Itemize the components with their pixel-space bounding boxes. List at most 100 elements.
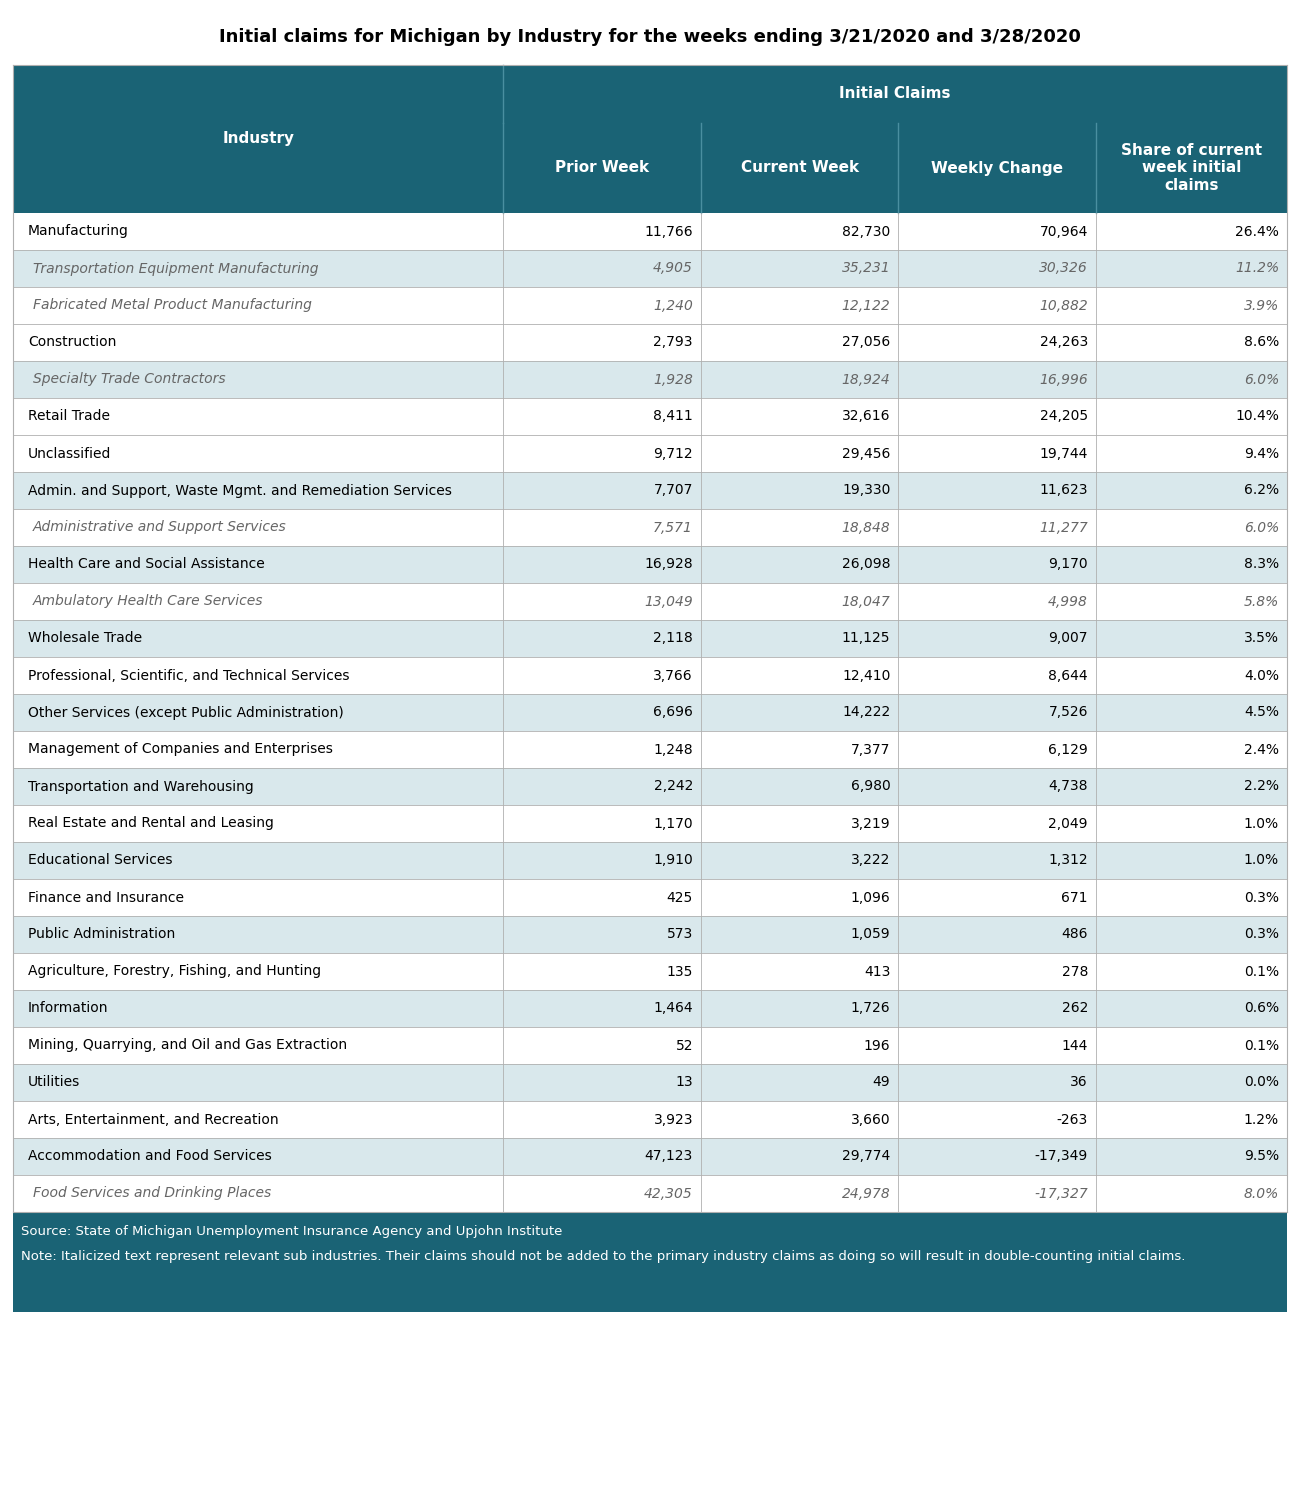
Text: 13,049: 13,049 (645, 595, 693, 609)
Bar (13, 510, 1287, 546)
Text: Other Services (except Public Administration): Other Services (except Public Administra… (29, 705, 343, 720)
Text: 0.3%: 0.3% (1244, 927, 1279, 941)
Bar (13, 806, 1287, 842)
Text: 6.2%: 6.2% (1244, 484, 1279, 497)
Text: 1,464: 1,464 (654, 1001, 693, 1016)
Text: Professional, Scientific, and Technical Services: Professional, Scientific, and Technical … (29, 669, 350, 682)
Text: Administrative and Support Services: Administrative and Support Services (32, 520, 287, 535)
Text: 3,219: 3,219 (850, 816, 891, 831)
Text: 47,123: 47,123 (645, 1150, 693, 1163)
Bar (13, 1175, 1287, 1211)
Text: Wholesale Trade: Wholesale Trade (29, 631, 142, 645)
Text: 11.2%: 11.2% (1235, 262, 1279, 275)
Text: Information: Information (29, 1001, 108, 1016)
Text: 1,170: 1,170 (654, 816, 693, 831)
Text: 11,277: 11,277 (1039, 520, 1088, 535)
Bar (13, 249, 1287, 287)
Text: 413: 413 (864, 965, 890, 978)
Text: 24,978: 24,978 (841, 1186, 891, 1201)
Text: 14,222: 14,222 (842, 705, 890, 720)
Text: Admin. and Support, Waste Mgmt. and Remediation Services: Admin. and Support, Waste Mgmt. and Reme… (29, 484, 452, 497)
Bar (13, 398, 1287, 434)
Text: Source: State of Michigan Unemployment Insurance Agency and Upjohn Institute: Source: State of Michigan Unemployment I… (21, 1225, 563, 1238)
Text: Utilities: Utilities (29, 1076, 81, 1090)
Bar (13, 990, 1287, 1027)
Text: Transportation and Warehousing: Transportation and Warehousing (29, 780, 254, 794)
Text: 196: 196 (863, 1039, 891, 1052)
Text: Ambulatory Health Care Services: Ambulatory Health Care Services (32, 595, 264, 609)
Text: 6.0%: 6.0% (1244, 373, 1279, 386)
Bar (13, 546, 1287, 583)
Text: 425: 425 (667, 890, 693, 905)
Bar (13, 953, 1287, 990)
Text: 42,305: 42,305 (645, 1186, 693, 1201)
Text: 1,910: 1,910 (653, 854, 693, 867)
Text: Industry: Industry (222, 131, 294, 146)
Text: 27,056: 27,056 (842, 335, 890, 350)
Text: 11,125: 11,125 (842, 631, 890, 645)
Text: Agriculture, Forestry, Fishing, and Hunting: Agriculture, Forestry, Fishing, and Hunt… (29, 965, 321, 978)
Text: 12,410: 12,410 (842, 669, 890, 682)
Bar (13, 434, 1287, 472)
Text: Manufacturing: Manufacturing (29, 224, 129, 239)
Text: Retail Trade: Retail Trade (29, 409, 110, 424)
Text: 3,766: 3,766 (654, 669, 693, 682)
Text: 70,964: 70,964 (1040, 224, 1088, 239)
Text: Health Care and Social Assistance: Health Care and Social Assistance (29, 558, 265, 571)
Text: -17,327: -17,327 (1035, 1186, 1088, 1201)
Text: 486: 486 (1061, 927, 1088, 941)
Text: 1,928: 1,928 (653, 373, 693, 386)
Text: 4.5%: 4.5% (1244, 705, 1279, 720)
Text: 0.6%: 0.6% (1244, 1001, 1279, 1016)
Text: 573: 573 (667, 927, 693, 941)
Text: 7,571: 7,571 (653, 520, 693, 535)
Bar (13, 1211, 1287, 1312)
Text: 135: 135 (667, 965, 693, 978)
Bar (13, 583, 1287, 621)
Text: Finance and Insurance: Finance and Insurance (29, 890, 185, 905)
Text: 24,263: 24,263 (1040, 335, 1088, 350)
Text: 8,411: 8,411 (653, 409, 693, 424)
Text: Note: Italicized text represent relevant sub industries. Their claims should not: Note: Italicized text represent relevant… (21, 1250, 1186, 1263)
Text: Educational Services: Educational Services (29, 854, 173, 867)
Text: Prior Week: Prior Week (555, 161, 649, 176)
Text: 11,766: 11,766 (645, 224, 693, 239)
Text: 10.4%: 10.4% (1235, 409, 1279, 424)
Text: 9.4%: 9.4% (1244, 446, 1279, 460)
Text: 2,793: 2,793 (654, 335, 693, 350)
Text: 4,998: 4,998 (1048, 595, 1088, 609)
Bar (13, 657, 1287, 694)
Text: Share of current
week initial
claims: Share of current week initial claims (1121, 143, 1262, 192)
Bar (13, 325, 1287, 361)
Text: 9.5%: 9.5% (1244, 1150, 1279, 1163)
Text: 13: 13 (675, 1076, 693, 1090)
Text: Public Administration: Public Administration (29, 927, 176, 941)
Text: 2,242: 2,242 (654, 780, 693, 794)
Text: 1.2%: 1.2% (1244, 1112, 1279, 1127)
Text: 19,330: 19,330 (842, 484, 890, 497)
Text: 8,644: 8,644 (1048, 669, 1088, 682)
Text: Accommodation and Food Services: Accommodation and Food Services (29, 1150, 272, 1163)
Text: 1,240: 1,240 (653, 299, 693, 313)
Text: 5.8%: 5.8% (1244, 595, 1279, 609)
Text: 29,456: 29,456 (842, 446, 890, 460)
Bar (13, 694, 1287, 730)
Text: Initial Claims: Initial Claims (840, 87, 952, 102)
Text: 0.3%: 0.3% (1244, 890, 1279, 905)
Text: Initial claims for Michigan by Industry for the weeks ending 3/21/2020 and 3/28/: Initial claims for Michigan by Industry … (220, 29, 1080, 47)
Text: 3,222: 3,222 (852, 854, 890, 867)
Text: 8.3%: 8.3% (1244, 558, 1279, 571)
Text: 10,882: 10,882 (1039, 299, 1088, 313)
Text: 9,170: 9,170 (1048, 558, 1088, 571)
Text: 26,098: 26,098 (842, 558, 890, 571)
Text: 2.4%: 2.4% (1244, 742, 1279, 756)
Bar (13, 915, 1287, 953)
Text: 4.0%: 4.0% (1244, 669, 1279, 682)
Text: 6,980: 6,980 (850, 780, 891, 794)
Bar (13, 730, 1287, 768)
Text: Current Week: Current Week (741, 161, 859, 176)
Bar (13, 621, 1287, 657)
Text: 4,905: 4,905 (653, 262, 693, 275)
Bar (13, 1102, 1287, 1138)
Text: 1,312: 1,312 (1048, 854, 1088, 867)
